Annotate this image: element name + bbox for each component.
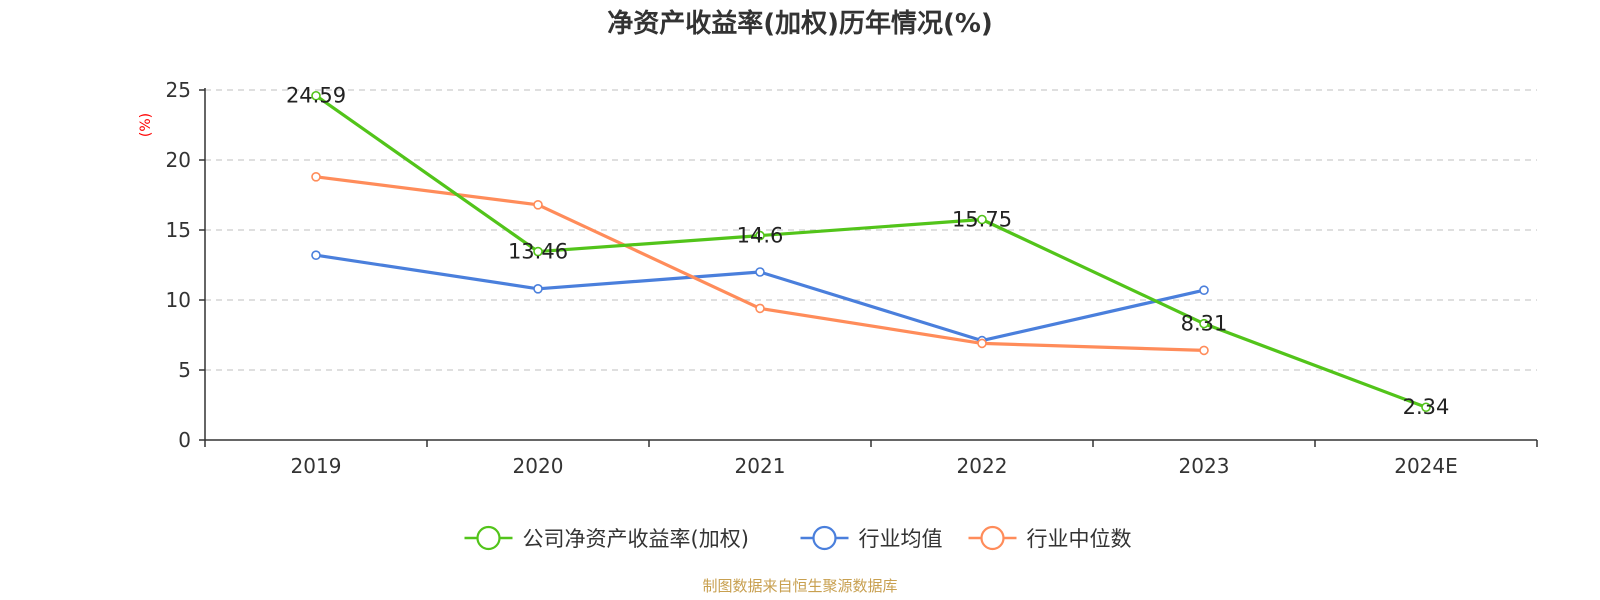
y-axis-label: (%): [138, 113, 154, 137]
series-line-1: [315, 94, 1427, 409]
data-label: 14.6: [737, 224, 784, 248]
legend-marker: [980, 525, 1005, 551]
legend-label: 行业均值: [859, 527, 943, 551]
x-tick-label: 2023: [1179, 454, 1230, 478]
series-point-3: [533, 200, 543, 210]
legend-label: 公司净资产收益率(加权): [523, 527, 749, 551]
chart-title: 净资产收益率(加权)历年情况(%): [607, 8, 993, 39]
y-tick-label: 10: [166, 288, 191, 312]
y-tick-label: 15: [166, 218, 191, 242]
series-point-1: [311, 90, 321, 101]
series-point-2: [755, 267, 765, 277]
y-tick-label: 20: [166, 148, 191, 172]
series-point-3: [977, 338, 987, 349]
legend-marker: [476, 525, 501, 551]
series-point-3: [1199, 345, 1209, 356]
y-tick-label: 0: [178, 428, 191, 452]
series-point-1: [977, 214, 987, 225]
legend-item-1[interactable]: 公司净资产收益率(加权): [464, 525, 749, 551]
legend-item-2[interactable]: 行业均值: [800, 525, 943, 551]
legend-item-3[interactable]: 行业中位数: [968, 525, 1132, 551]
series-point-1: [755, 230, 765, 241]
x-tick-label: 2019: [291, 454, 342, 478]
series-point-2: [533, 283, 543, 294]
x-tick-label: 2020: [513, 454, 564, 478]
y-tick-label: 25: [166, 78, 191, 102]
data-label: 24.59: [286, 84, 346, 108]
y-tick-label: 5: [178, 358, 191, 382]
series-point-2: [311, 250, 321, 260]
series-line-3: [315, 175, 1205, 352]
data-label: 13.46: [508, 240, 568, 264]
x-tick-label: 2021: [735, 454, 786, 478]
data-label: 8.31: [1181, 312, 1228, 336]
series-point-1: [533, 246, 543, 257]
series-point-2: [1199, 285, 1209, 296]
data-label: 15.75: [952, 208, 1012, 232]
series-point-1: [1421, 402, 1431, 413]
x-tick-label: 2024E: [1394, 454, 1458, 478]
legend-marker: [812, 525, 837, 551]
source-note: 制图数据来自恒生聚源数据库: [702, 577, 897, 595]
x-tick-label: 2022: [957, 454, 1008, 478]
data-label: 2.34: [1403, 395, 1450, 419]
series-point-3: [755, 303, 765, 314]
legend-label: 行业中位数: [1027, 527, 1132, 551]
series-point-1: [1199, 318, 1209, 329]
series-point-3: [311, 172, 321, 182]
